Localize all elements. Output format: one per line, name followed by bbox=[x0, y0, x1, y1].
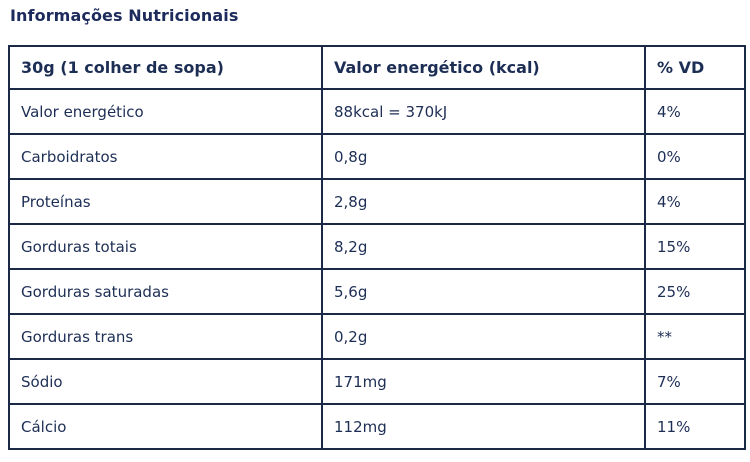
table-row: Gorduras totais 8,2g 15% bbox=[8, 223, 746, 270]
header-row: 30g (1 colher de sopa) Valor energético … bbox=[8, 45, 746, 90]
nutrient-name-cell: Proteínas bbox=[8, 178, 323, 225]
table-row: Gorduras saturadas 5,6g 25% bbox=[8, 268, 746, 315]
nutrient-value-cell: 0,2g bbox=[321, 313, 646, 360]
header-serving: 30g (1 colher de sopa) bbox=[8, 45, 323, 90]
table-row: Proteínas 2,8g 4% bbox=[8, 178, 746, 225]
nutrient-name-cell: Carboidratos bbox=[8, 133, 323, 180]
page-title: Informações Nutricionais bbox=[10, 6, 239, 25]
nutrient-name-cell: Valor energético bbox=[8, 88, 323, 135]
nutrient-dv-cell: 7% bbox=[644, 358, 746, 405]
table-row: Cálcio 112mg 11% bbox=[8, 403, 746, 450]
nutrient-value-cell: 0,8g bbox=[321, 133, 646, 180]
table-row: Gorduras trans 0,2g ** bbox=[8, 313, 746, 360]
table-row: Carboidratos 0,8g 0% bbox=[8, 133, 746, 180]
table-row: Sódio 171mg 7% bbox=[8, 358, 746, 405]
header-energy: Valor energético (kcal) bbox=[321, 45, 646, 90]
nutrient-name-cell: Sódio bbox=[8, 358, 323, 405]
nutrient-dv-cell: 0% bbox=[644, 133, 746, 180]
nutrient-value-cell: 2,8g bbox=[321, 178, 646, 225]
nutrient-value-cell: 5,6g bbox=[321, 268, 646, 315]
nutrient-dv-cell: 4% bbox=[644, 88, 746, 135]
nutrient-dv-cell: 11% bbox=[644, 403, 746, 450]
nutrient-name-cell: Cálcio bbox=[8, 403, 323, 450]
nutrition-table: 30g (1 colher de sopa) Valor energético … bbox=[8, 45, 746, 450]
header-dv: % VD bbox=[644, 45, 746, 90]
nutrient-dv-cell: 15% bbox=[644, 223, 746, 270]
nutrient-value-cell: 112mg bbox=[321, 403, 646, 450]
nutrient-name-cell: Gorduras trans bbox=[8, 313, 323, 360]
nutrient-name-cell: Gorduras totais bbox=[8, 223, 323, 270]
nutrient-dv-cell: 25% bbox=[644, 268, 746, 315]
table-row: Valor energético 88kcal = 370kJ 4% bbox=[8, 88, 746, 135]
nutrient-value-cell: 171mg bbox=[321, 358, 646, 405]
nutrient-value-cell: 8,2g bbox=[321, 223, 646, 270]
nutrient-dv-cell: 4% bbox=[644, 178, 746, 225]
nutrient-dv-cell: ** bbox=[644, 313, 746, 360]
nutrient-name-cell: Gorduras saturadas bbox=[8, 268, 323, 315]
nutrient-value-cell: 88kcal = 370kJ bbox=[321, 88, 646, 135]
